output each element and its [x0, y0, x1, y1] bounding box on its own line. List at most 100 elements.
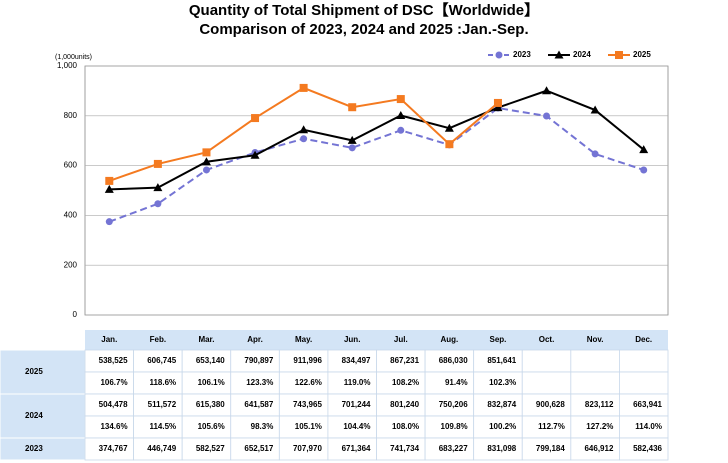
table-value: 832,874 — [487, 400, 516, 409]
chart-title: Quantity of Total Shipment of DSC【Worldw… — [189, 1, 539, 19]
table-value: 118.6% — [149, 378, 176, 387]
table-cell — [619, 371, 669, 395]
table-value: 106.7% — [100, 378, 127, 387]
point — [153, 183, 163, 192]
table-value: 582,527 — [196, 444, 225, 453]
y-tick-label: 600 — [64, 161, 78, 170]
point — [300, 135, 308, 143]
table-value: 686,030 — [439, 356, 468, 365]
point — [201, 157, 211, 166]
table-value: 606,745 — [147, 356, 176, 365]
point — [104, 184, 114, 193]
table-value: 663,941 — [633, 400, 662, 409]
table-row-label: 2025 — [25, 367, 43, 376]
point — [396, 95, 405, 104]
point — [640, 166, 648, 174]
point — [348, 144, 356, 152]
legend-label: 2024 — [573, 50, 591, 59]
table-value: 741,734 — [390, 444, 419, 453]
point — [105, 176, 114, 185]
point — [396, 110, 406, 119]
legend-label: 2023 — [513, 50, 531, 59]
table-cell — [619, 349, 669, 373]
table-value: 504,478 — [99, 400, 128, 409]
table-month: Mar. — [198, 335, 214, 344]
table-value: 743,965 — [293, 400, 322, 409]
legend-label: 2025 — [633, 50, 651, 59]
series-line — [108, 107, 645, 223]
table-month: Aug. — [440, 335, 458, 344]
table-value: 100.2% — [489, 422, 516, 431]
table-value: 119.0% — [344, 378, 371, 387]
table-value: 851,641 — [487, 356, 516, 365]
table-month: Apr. — [247, 335, 263, 344]
table-value: 122.6% — [295, 378, 322, 387]
series-line — [109, 89, 645, 191]
y-tick-label: 400 — [64, 211, 78, 220]
table-value: 538,525 — [99, 356, 128, 365]
table-row-label: 2023 — [25, 444, 43, 453]
point — [299, 125, 309, 134]
y-tick-label: 0 — [73, 310, 78, 319]
point — [591, 150, 599, 158]
point — [153, 159, 162, 168]
table-month: May. — [295, 335, 312, 344]
point — [444, 123, 454, 132]
table-value: 707,970 — [293, 444, 322, 453]
point — [493, 103, 503, 112]
table-month: Nov. — [587, 335, 604, 344]
point — [348, 103, 357, 112]
table-value: 98.3% — [251, 422, 274, 431]
table-value: 374,767 — [99, 444, 128, 453]
table-value: 102.3% — [489, 378, 516, 387]
table-value: 831,098 — [487, 444, 516, 453]
point — [543, 112, 551, 120]
table-value: 105.6% — [198, 422, 225, 431]
point — [202, 166, 210, 174]
table-value: 105.1% — [295, 422, 322, 431]
chart-subtitle: Comparison of 2023, 2024 and 2025 :Jan.-… — [199, 21, 528, 38]
table-value: 108.0% — [392, 422, 419, 431]
table-value: 109.8% — [441, 422, 468, 431]
table-value: 790,897 — [244, 356, 273, 365]
point — [542, 86, 552, 95]
table-value: 615,380 — [196, 400, 225, 409]
y-tick-label: 800 — [64, 111, 78, 120]
table-value: 750,206 — [439, 400, 468, 409]
legend-marker — [554, 50, 564, 59]
table-value: 867,231 — [390, 356, 419, 365]
table-month: Oct. — [539, 335, 555, 344]
series-line — [108, 86, 499, 182]
table-cell — [570, 349, 620, 373]
table-header-bg — [85, 330, 668, 350]
table-value: 511,572 — [148, 400, 177, 409]
y-axis-label: (1,000units) — [55, 54, 92, 61]
table-cell — [521, 349, 572, 373]
table-month: Feb. — [150, 335, 166, 344]
table-value: 104.4% — [343, 422, 370, 431]
point — [347, 135, 357, 144]
table-value: 801,240 — [390, 400, 419, 409]
table-value: 108.2% — [392, 378, 419, 387]
table-cell — [570, 371, 620, 395]
table-value: 646,912 — [584, 444, 613, 453]
point — [251, 114, 260, 123]
legend-marker — [495, 51, 503, 59]
table-cell — [619, 437, 669, 461]
table-value: 683,227 — [439, 444, 468, 453]
table-month: Dec. — [635, 335, 652, 344]
table-value: 653,140 — [196, 356, 225, 365]
table-value: 799,184 — [536, 444, 565, 453]
table-value: 114.5% — [149, 422, 176, 431]
table-value: 823,112 — [585, 400, 614, 409]
table-value: 112.7% — [538, 422, 565, 431]
table-value: 123.3% — [246, 378, 273, 387]
table-value: 134.6% — [100, 422, 127, 431]
table-cell — [521, 371, 572, 395]
table-month: Jun. — [344, 335, 360, 344]
table-value: 671,364 — [342, 444, 371, 453]
point — [202, 148, 211, 157]
table-value: 652,517 — [244, 444, 273, 453]
table-value: 641,587 — [244, 400, 273, 409]
